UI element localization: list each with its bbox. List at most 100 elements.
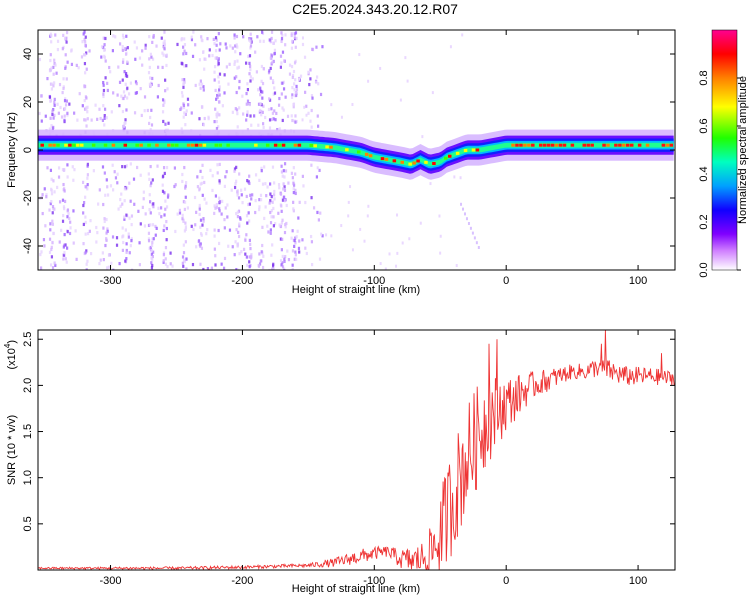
spectrogram-speck	[144, 46, 147, 50]
spectrogram-speck	[240, 188, 243, 192]
spectrogram-x-label: Height of straight line (km)	[292, 284, 420, 296]
ridge-hotspot	[475, 148, 480, 152]
spectrogram-speck	[248, 219, 251, 223]
spectrogram-speck	[211, 188, 214, 193]
ridge-hotspot	[432, 162, 436, 165]
spectrogram-speck	[218, 179, 221, 183]
spectrogram-speck	[305, 251, 308, 256]
spectrogram-speck	[244, 252, 247, 256]
spectrogram-speck	[163, 42, 167, 46]
spectrogram-speck	[178, 208, 182, 212]
spectrogram-speck	[48, 95, 52, 99]
spectrogram-speck	[125, 164, 128, 168]
spectrogram-speck	[162, 166, 166, 170]
spectrogram-speck	[52, 179, 55, 183]
spectrogram-speck	[158, 212, 161, 216]
spectrogram-speck	[123, 121, 126, 126]
spectrogram-speck	[200, 105, 204, 109]
ridge-hotspot	[111, 143, 116, 147]
spectrogram-speck	[309, 234, 313, 239]
spectrogram-speck	[460, 202, 463, 206]
spectrogram-speck	[84, 251, 87, 255]
spectrogram-speck	[254, 210, 257, 215]
spectrogram-speck	[195, 245, 198, 249]
spectrogram-speck	[280, 92, 283, 96]
spectrogram-speck	[270, 209, 273, 213]
spectrogram-speck	[321, 234, 324, 238]
ridge-hotspot	[167, 143, 171, 147]
spectrogram-speck	[184, 123, 187, 127]
ridge-hotspot	[218, 143, 222, 147]
spectrogram-speck	[283, 185, 286, 189]
spectrogram-speck	[82, 203, 85, 208]
spectrogram-speck	[129, 244, 132, 248]
spectrogram-speck	[273, 109, 276, 113]
spectrogram-speck	[102, 226, 105, 230]
spectrogram-speck	[53, 207, 56, 211]
spectrogram-speck	[303, 55, 307, 59]
spectrogram-speck	[105, 266, 109, 270]
spectrogram-speck	[223, 91, 226, 95]
spectrogram-speck	[310, 163, 313, 167]
spectrogram-speck	[45, 193, 48, 197]
spectrogram-speck	[264, 205, 267, 209]
spectrogram-speck	[462, 207, 465, 211]
spectrogram-speck	[202, 219, 205, 223]
spectrogram-speck	[181, 78, 184, 82]
spectrogram-speck	[213, 65, 217, 69]
spectrogram-speck	[62, 205, 66, 209]
spectrogram-speck	[283, 188, 287, 192]
spectrogram-speck	[182, 52, 185, 56]
spectrogram-speck	[235, 108, 239, 112]
spectrogram-speck	[167, 121, 170, 125]
spectrogram-speck	[283, 268, 286, 270]
spectrogram-speck	[163, 191, 166, 195]
spectrogram-speck	[249, 68, 252, 72]
spectrogram-speck	[150, 249, 153, 253]
spectrogram-speck	[123, 126, 126, 130]
spectrogram-speck	[123, 215, 126, 219]
spectrogram-speck	[105, 116, 108, 120]
spectrogram-speck	[197, 239, 200, 243]
spectrogram-speck	[114, 35, 117, 39]
ridge-hotspot	[329, 145, 333, 149]
ridge-hotspot	[214, 143, 219, 147]
spectrogram-speck	[127, 235, 130, 239]
spectrogram-y-ticks: -40 -20 0 20 40	[22, 48, 675, 254]
spectrogram-speck	[248, 61, 251, 65]
spectrogram-speck	[165, 226, 168, 231]
ridge-hotspot	[519, 143, 523, 147]
spectrogram-speck	[241, 201, 244, 205]
spectrogram-speck	[162, 253, 166, 257]
spectrogram-speck	[40, 119, 43, 123]
spectrogram-speck	[262, 67, 265, 71]
spectrogram-speck	[206, 228, 209, 232]
spectrogram-speck	[120, 94, 123, 98]
spectrogram-speck	[181, 179, 184, 184]
spectrogram-speck	[290, 46, 294, 50]
spectrogram-speck	[282, 182, 285, 186]
spectrogram-speck	[44, 224, 47, 228]
spectrogram-speck	[143, 109, 146, 113]
spectrogram-speck	[308, 82, 311, 87]
spectrogram-speck	[206, 267, 209, 270]
spectrogram-speck	[164, 89, 167, 93]
spectrogram-speck	[208, 48, 211, 52]
spectrogram-speck	[280, 248, 283, 252]
spectrogram-speck	[272, 41, 275, 45]
spectrogram-speck	[235, 211, 238, 216]
spectrogram-speck	[268, 38, 271, 42]
spectrogram-y-tick-label: 20	[22, 96, 34, 108]
spectrogram-speck	[202, 88, 205, 92]
spectrogram-speck	[151, 241, 154, 245]
ridge-hotspot	[198, 143, 203, 147]
spectrogram-speck	[233, 169, 236, 173]
ridge-hotspot	[281, 143, 286, 147]
spectrogram-speck	[181, 217, 184, 221]
spectrogram-speck	[84, 215, 87, 219]
spectrogram-speck	[121, 248, 124, 252]
spectrogram-speck	[85, 124, 88, 128]
spectrogram-speck	[278, 223, 281, 227]
spectrogram-speck	[121, 165, 124, 169]
spectrogram-speck	[150, 261, 153, 265]
